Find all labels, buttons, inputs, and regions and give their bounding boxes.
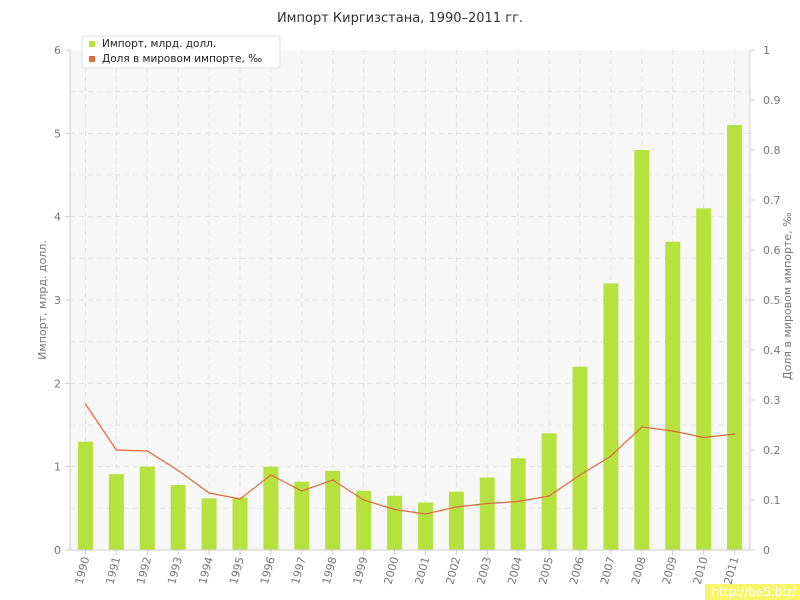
bar	[541, 433, 557, 550]
line-point	[455, 506, 458, 508]
bar	[356, 490, 372, 550]
x-axis-tick-label: 2007	[598, 555, 618, 585]
legend-swatch-import	[89, 41, 95, 47]
y-axis-left-label: Импорт, млрд. долл.	[36, 240, 49, 360]
x-axis-tick-label: 1990	[73, 555, 93, 585]
line-series	[84, 403, 736, 515]
line-point	[733, 433, 736, 435]
bar	[108, 474, 124, 550]
x-axis-tick-label: 1991	[103, 555, 123, 585]
bar	[603, 283, 619, 550]
legend: Импорт, млрд. долл. Доля в мировом импор…	[81, 35, 281, 69]
bar	[201, 498, 217, 550]
y-axis-right-tick-label: 0.9	[763, 94, 781, 107]
line-point	[301, 490, 303, 492]
bar	[77, 441, 93, 550]
bar	[572, 366, 588, 550]
y-axis-right-tick-label: 0.8	[763, 144, 781, 157]
x-axis-tick-label: 2002	[443, 555, 463, 585]
y-axis-right-tick-label: 0.4	[763, 344, 781, 357]
x-axis-tick-label: 2001	[413, 555, 433, 585]
line-point	[362, 499, 365, 501]
bar	[139, 466, 155, 550]
x-axis-tick-label: 2009	[660, 555, 680, 585]
line-point	[610, 455, 612, 457]
y-axis-left-tick-label: 1	[54, 461, 61, 474]
line-point	[270, 474, 272, 476]
bar	[665, 241, 681, 550]
line-point	[146, 450, 149, 452]
y-axis-left-tick-label: 6	[54, 44, 61, 57]
x-axis-tick-label: 2004	[505, 555, 525, 585]
line-point	[177, 469, 179, 472]
line-point	[115, 449, 118, 451]
axes: 0 1 2 3 4 5 6 0 0.1 0.2 0.3 0.4 0.5 0.6 0.7 0.8 0.9 1 1990…	[54, 44, 781, 586]
x-axis-tick-label: 2000	[382, 555, 402, 585]
line-point	[671, 430, 674, 432]
y-axis-right-tick-label: 0.7	[763, 194, 781, 207]
x-axis-tick-label: 1993	[165, 555, 185, 585]
line-point	[84, 403, 87, 405]
bar	[448, 491, 464, 550]
line-point	[641, 426, 643, 428]
line-path	[84, 403, 735, 515]
y-axis-left-tick-label: 3	[54, 294, 61, 307]
y-axis-right-tick-label: 0.3	[763, 394, 781, 407]
bar	[170, 485, 186, 550]
bar	[232, 497, 248, 550]
x-axis-tick-label: 1998	[320, 555, 340, 585]
y-axis-left-tick-label: 5	[54, 127, 61, 140]
line-point	[517, 500, 519, 503]
bar	[479, 477, 495, 550]
y-axis-right-tick-label: 0.6	[763, 244, 781, 257]
legend-swatch-share	[89, 56, 95, 62]
legend-label-share: Доля в мировом импорте, ‰	[102, 53, 262, 65]
x-axis-tick-label: 2010	[691, 555, 711, 585]
bar	[634, 150, 650, 550]
x-axis-tick-label: 1999	[351, 555, 371, 585]
bar	[387, 495, 403, 550]
bar	[727, 125, 743, 550]
bar	[325, 470, 341, 550]
x-axis-tick-label: 1992	[134, 555, 154, 585]
line-point	[393, 508, 396, 511]
y-axis-left-tick-label: 4	[54, 211, 61, 224]
x-axis-tick-label: 2011	[722, 555, 742, 585]
bar	[417, 502, 433, 550]
y-axis-right-tick-label: 0	[763, 544, 770, 557]
y-axis-right-tick-label: 0.1	[763, 494, 781, 507]
x-axis-tick-label: 2008	[629, 555, 649, 585]
bar	[294, 481, 310, 550]
x-axis-tick-label: 1994	[196, 555, 216, 585]
x-axis-tick-label: 1996	[258, 555, 278, 585]
y-axis-right-label: Доля в мировом импорте, ‰	[781, 212, 794, 380]
bar	[263, 466, 279, 550]
legend-label-import: Импорт, млрд. долл.	[102, 38, 216, 50]
line-point	[548, 495, 550, 497]
x-axis-tick-label: 1995	[227, 555, 247, 585]
x-axis-tick-label: 1997	[289, 555, 309, 585]
bar	[696, 208, 712, 551]
legend-box	[81, 35, 281, 69]
bar	[510, 458, 526, 550]
y-axis-right-tick-label: 1	[763, 44, 770, 57]
chart-title: Импорт Киргизстана, 1990–2011 гг.	[277, 11, 523, 26]
line-point	[331, 479, 334, 481]
y-axis-left-tick-label: 0	[54, 544, 61, 557]
line-point	[579, 474, 581, 476]
y-axis-right-tick-label: 0.5	[763, 294, 781, 307]
y-axis-right-tick-label: 0.2	[763, 444, 781, 457]
line-point	[702, 436, 705, 439]
bar-series	[77, 125, 743, 551]
x-axis-tick-label: 2003	[474, 555, 494, 585]
line-point	[486, 502, 489, 505]
line-point	[208, 492, 210, 494]
line-point	[239, 498, 241, 500]
y-axis-left-tick-label: 2	[54, 377, 61, 390]
watermark-link[interactable]: http://be5.biz/	[705, 584, 800, 600]
x-axis-tick-label: 2005	[536, 555, 556, 585]
line-point	[424, 513, 427, 515]
x-axis-tick-label: 2006	[567, 555, 587, 585]
